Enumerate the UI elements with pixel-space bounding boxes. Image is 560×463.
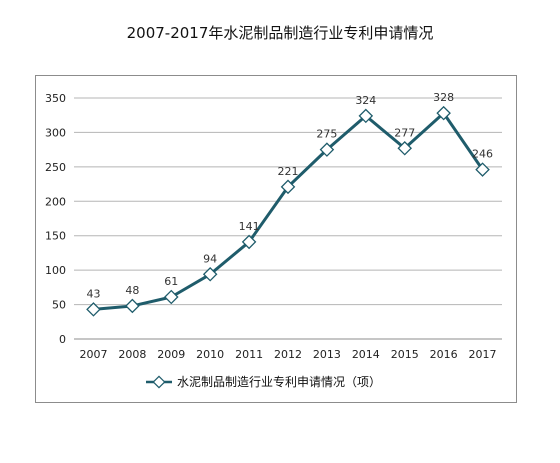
legend: 水泥制品制造行业专利申请情况（项）	[146, 374, 381, 389]
y-tick-label: 50	[52, 299, 66, 312]
x-tick-label: 2011	[235, 348, 263, 361]
y-tick-label: 350	[45, 92, 66, 105]
x-tick-label: 2016	[430, 348, 458, 361]
data-point	[436, 105, 451, 121]
x-tick-label: 2009	[157, 348, 185, 361]
data-point	[397, 140, 413, 156]
y-tick-label: 0	[59, 333, 66, 346]
y-tick-label: 200	[45, 195, 66, 208]
data-point	[163, 289, 179, 305]
data-label: 275	[316, 128, 337, 141]
y-axis-ticks: 0 50 100 150 200 250 300 350	[45, 92, 66, 346]
x-tick-label: 2013	[313, 348, 341, 361]
gridlines	[74, 97, 502, 340]
x-tick-label: 2010	[196, 348, 224, 361]
chart-title: 2007-2017年水泥制品制造行业专利申请情况	[126, 24, 434, 42]
x-tick-label: 2014	[352, 348, 380, 361]
chart-frame	[35, 75, 517, 403]
data-label: 94	[203, 252, 217, 265]
data-label: 328	[433, 91, 454, 104]
x-tick-label: 2015	[391, 348, 419, 361]
data-point	[241, 234, 257, 250]
data-point	[280, 179, 296, 195]
x-tick-label: 2012	[274, 348, 302, 361]
y-tick-label: 100	[45, 264, 66, 277]
data-label: 61	[164, 275, 178, 288]
data-label: 221	[278, 165, 299, 178]
y-tick-label: 150	[45, 230, 66, 243]
legend-diamond-marker	[152, 375, 166, 389]
series-line	[93, 111, 484, 311]
data-point	[475, 162, 490, 177]
data-label: 48	[125, 284, 139, 297]
x-tick-label: 2008	[118, 348, 146, 361]
data-point	[86, 302, 101, 317]
legend-label: 水泥制品制造行业专利申请情况（项）	[177, 374, 381, 389]
data-point	[358, 108, 374, 124]
x-tick-label: 2017	[469, 348, 497, 361]
data-point	[125, 298, 140, 314]
y-tick-label: 250	[45, 161, 66, 174]
y-tick-label: 300	[45, 126, 66, 139]
x-tick-label: 2007	[79, 348, 107, 361]
data-label: 277	[394, 126, 415, 139]
x-axis-ticks: 2007 2008 2009 2010 2011 2012 2013 2014 2015 2016…	[79, 348, 496, 361]
data-point	[202, 266, 218, 282]
data-label: 141	[239, 220, 260, 233]
data-point	[319, 142, 335, 157]
data-label: 246	[472, 148, 493, 161]
series-group: 43 48 61 94 141 221 275 324 277 328 246	[86, 91, 493, 317]
data-label: 43	[86, 287, 100, 300]
data-label: 324	[355, 94, 376, 107]
